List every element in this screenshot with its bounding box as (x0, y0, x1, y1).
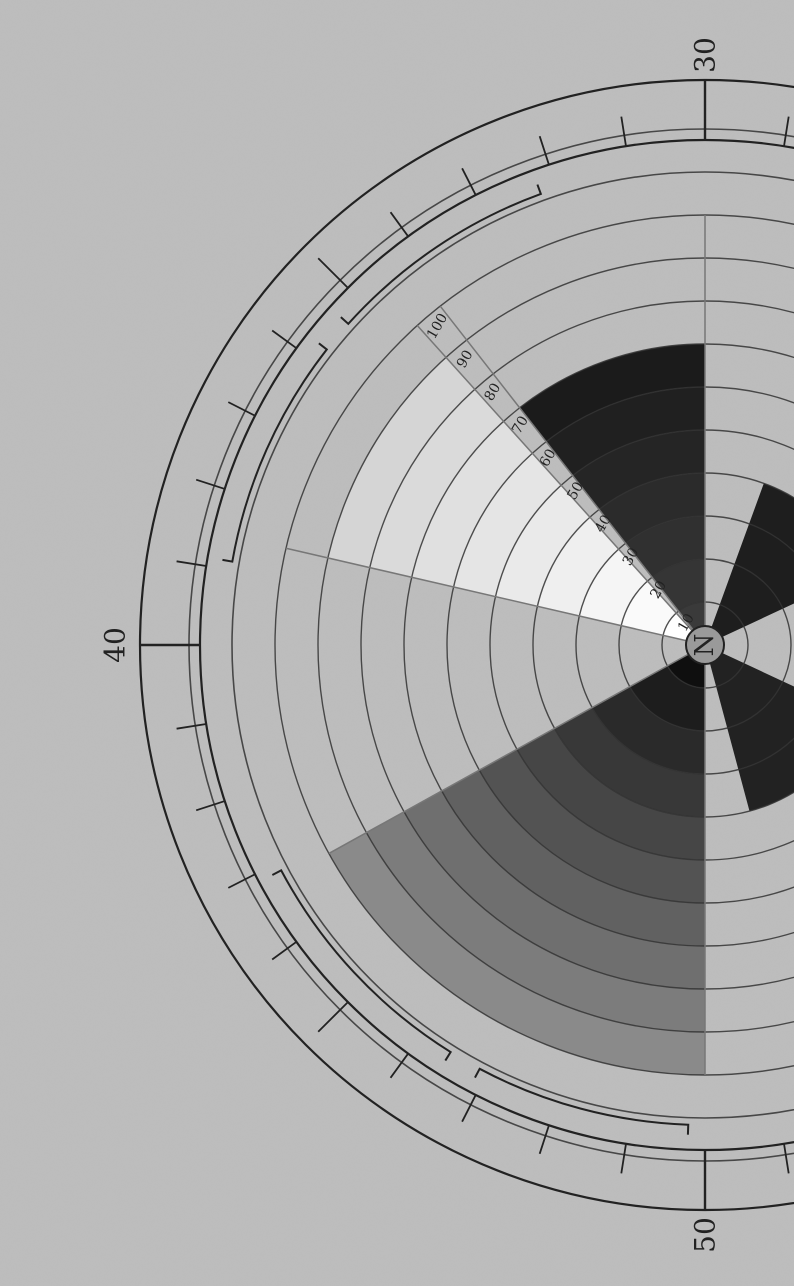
scale-tick (317, 257, 349, 289)
scale-tick (317, 1001, 349, 1033)
right-dark-wedge (727, 681, 794, 770)
ring-label-80: 80 (481, 380, 504, 403)
dark-sector-band (572, 430, 705, 510)
gradient-sector-band (629, 665, 705, 731)
scale-tick (620, 1143, 627, 1174)
scale-tick (783, 116, 790, 147)
outer-scale-labels: 20 30 40 50 60 (99, 37, 722, 1253)
sectors-layer (327, 344, 794, 1075)
bracket (222, 342, 329, 563)
ring-circle (231, 171, 794, 1119)
bracket (271, 868, 453, 1062)
right-dark-wedge (734, 523, 794, 609)
right-dark-wedge (738, 738, 794, 812)
ring-label-40: 40 (592, 512, 615, 535)
scale-tick (227, 873, 256, 889)
outer-scale (139, 79, 794, 1211)
scale-tick (461, 1094, 477, 1123)
gradient-sector-band (479, 749, 705, 903)
light-sector-band (369, 389, 504, 578)
scale-tick (461, 167, 477, 196)
right-dark-wedge (749, 483, 794, 552)
scale-label-40: 40 (99, 627, 132, 663)
scale-tick (176, 560, 207, 567)
light-sector-band (621, 581, 677, 636)
right-dark-wedge (719, 564, 783, 627)
gradient-sector-band (404, 790, 705, 989)
scale-label-30: 30 (689, 37, 722, 73)
hub-circle (685, 625, 725, 665)
gradient-sector-band (592, 686, 705, 774)
center-label: N (690, 634, 720, 657)
light-sector-band (579, 549, 648, 626)
dark-sector-band (546, 387, 705, 476)
scale-tick (783, 1143, 790, 1174)
scale-tick (389, 1053, 409, 1079)
center-hub: N (685, 625, 725, 665)
ring-label-20: 20 (647, 578, 670, 601)
scale-label-50: 50 (689, 1217, 722, 1253)
ring-label-50: 50 (564, 479, 587, 502)
sector-edge (328, 644, 706, 855)
bracket (340, 184, 543, 326)
scale-tick (195, 478, 225, 490)
ring-label-70: 70 (509, 413, 532, 436)
gradient-sector-band (366, 811, 705, 1032)
ring-labels: 10 20 30 40 50 60 70 80 90 100 (424, 311, 698, 635)
light-sector-band (495, 485, 590, 607)
scale-tick (620, 116, 627, 147)
gradient-sector-band (328, 832, 705, 1075)
sector-edge (285, 547, 706, 646)
gradient-sector-band (554, 707, 705, 817)
scale-tick (195, 800, 225, 812)
scale-tick (538, 1125, 550, 1155)
dark-sector-band (519, 344, 705, 442)
light-sector-band (537, 517, 619, 616)
scale-tick (538, 135, 550, 165)
light-sector-band (453, 453, 562, 597)
right-dark-wedge (716, 663, 783, 729)
ring-label-30: 30 (620, 545, 643, 568)
ring-label-60: 60 (537, 446, 560, 469)
scale-tick (227, 401, 256, 417)
light-sector-band (327, 357, 475, 568)
ring-label-10: 10 (675, 611, 698, 634)
sector-edge (416, 324, 706, 646)
bracket-marks (222, 184, 690, 1135)
gradient-sector-band (441, 770, 705, 946)
scale-tick (389, 211, 409, 237)
scale-tick (176, 723, 207, 730)
scale-tick (271, 941, 297, 961)
sector-edge (439, 305, 706, 646)
gradient-sector-band (516, 728, 705, 860)
dark-sector-band (652, 559, 705, 612)
dark-sector-band (599, 473, 705, 544)
bracket (474, 1067, 690, 1135)
scale-tick (271, 329, 297, 349)
ring-label-90: 90 (454, 348, 477, 371)
rings-layer (188, 128, 794, 1162)
light-sector-band (411, 421, 533, 587)
